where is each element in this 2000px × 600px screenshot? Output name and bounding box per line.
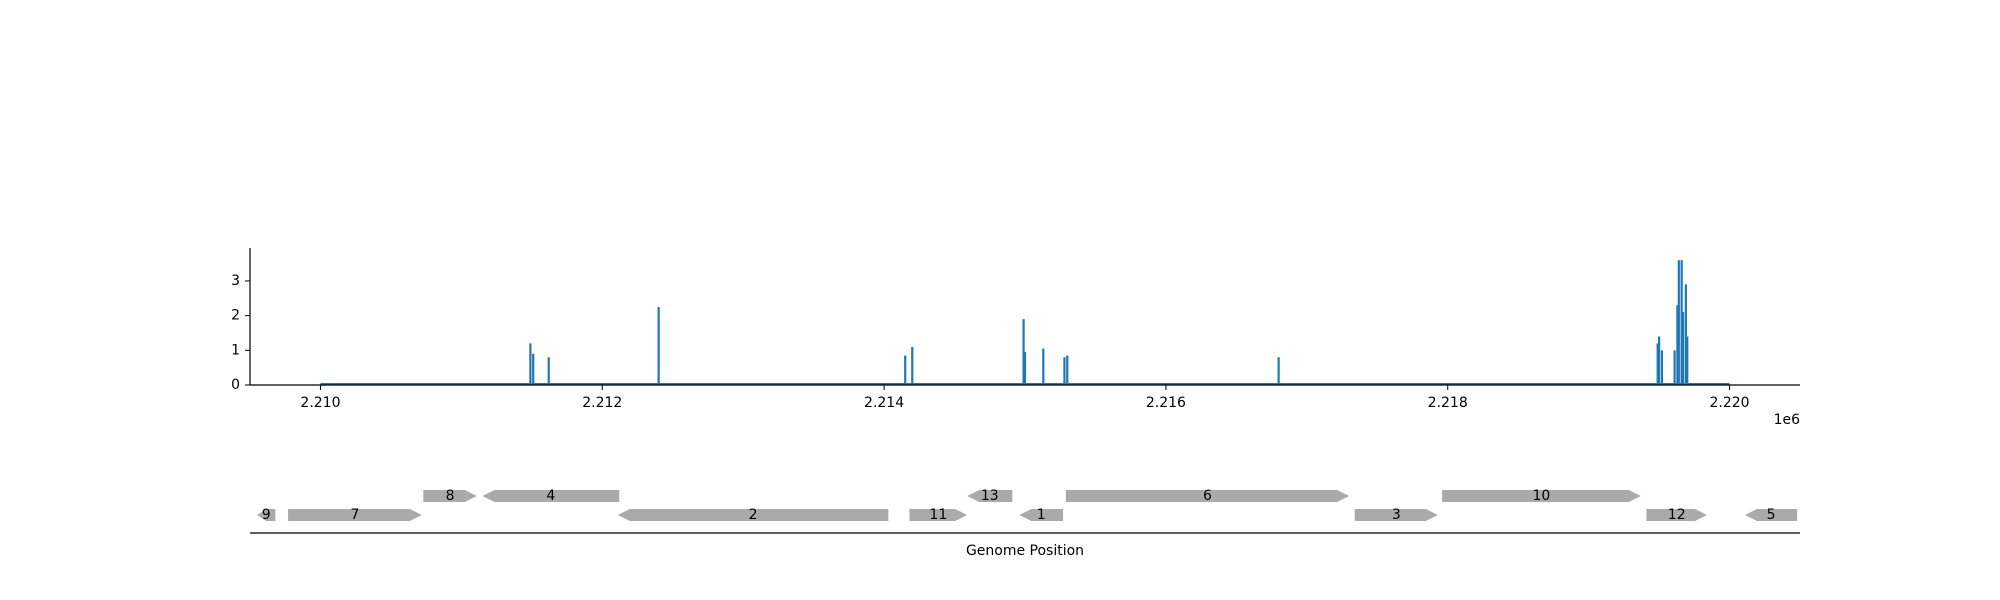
x-tick-label: 2.212 (582, 395, 622, 411)
gene-arrow (257, 509, 276, 521)
gene-arrow (482, 490, 620, 502)
gene-label: 13 (981, 488, 999, 504)
gene-arrow (423, 490, 477, 502)
gene-label: 9 (262, 507, 271, 523)
y-axis-ticks: 0 1 2 3 (231, 273, 250, 393)
x-tick-label: 2.210 (300, 395, 340, 411)
x-tick-label: 2.220 (1709, 395, 1749, 411)
gene-label: 6 (1203, 488, 1212, 504)
gene-label: 10 (1533, 488, 1551, 504)
x-axis-ticks: 2.210 2.212 2.214 2.216 2.218 2.220 (300, 385, 1750, 411)
gene-arrows: 9 7 8 4 2 11 13 1 6 3 10 12 5 (257, 488, 1798, 523)
gene-arrow (288, 509, 422, 521)
gene-arrow (1646, 509, 1707, 521)
coverage-series (529, 260, 1689, 385)
gene-arrow (967, 490, 1013, 502)
gene-arrow (1019, 509, 1064, 521)
gene-label: 3 (1392, 507, 1401, 523)
x-offset-label: 1e6 (1774, 412, 1801, 428)
gene-label: 2 (749, 507, 758, 523)
gene-label: 7 (351, 507, 360, 523)
x-tick-label: 2.218 (1428, 395, 1468, 411)
gene-arrow (1065, 490, 1350, 502)
gene-arrow (1745, 509, 1798, 521)
y-tick-label: 1 (231, 342, 240, 358)
gene-arrow (1442, 490, 1641, 502)
x-tick-label: 2.214 (864, 395, 904, 411)
y-tick-label: 3 (231, 273, 240, 289)
gene-arrow (909, 509, 968, 521)
x-tick-label: 2.216 (1146, 395, 1186, 411)
gene-label: 1 (1037, 507, 1046, 523)
coverage-plot: 2.210 2.212 2.214 2.216 2.218 2.220 0 1 2 3 1e6 (231, 248, 1800, 428)
gene-label: 5 (1767, 507, 1776, 523)
y-tick-label: 2 (231, 308, 240, 324)
gene-label: 4 (546, 488, 555, 504)
gene-map: 9 7 8 4 2 11 13 1 6 3 10 12 5 Genome Position (250, 488, 1800, 559)
gene-arrow (617, 509, 889, 521)
gene-arrow (1354, 509, 1438, 521)
gene-label: 11 (929, 507, 947, 523)
y-tick-label: 0 (231, 377, 240, 393)
x-axis-label: Genome Position (966, 543, 1084, 559)
gene-label: 8 (446, 488, 455, 504)
gene-label: 12 (1668, 507, 1686, 523)
